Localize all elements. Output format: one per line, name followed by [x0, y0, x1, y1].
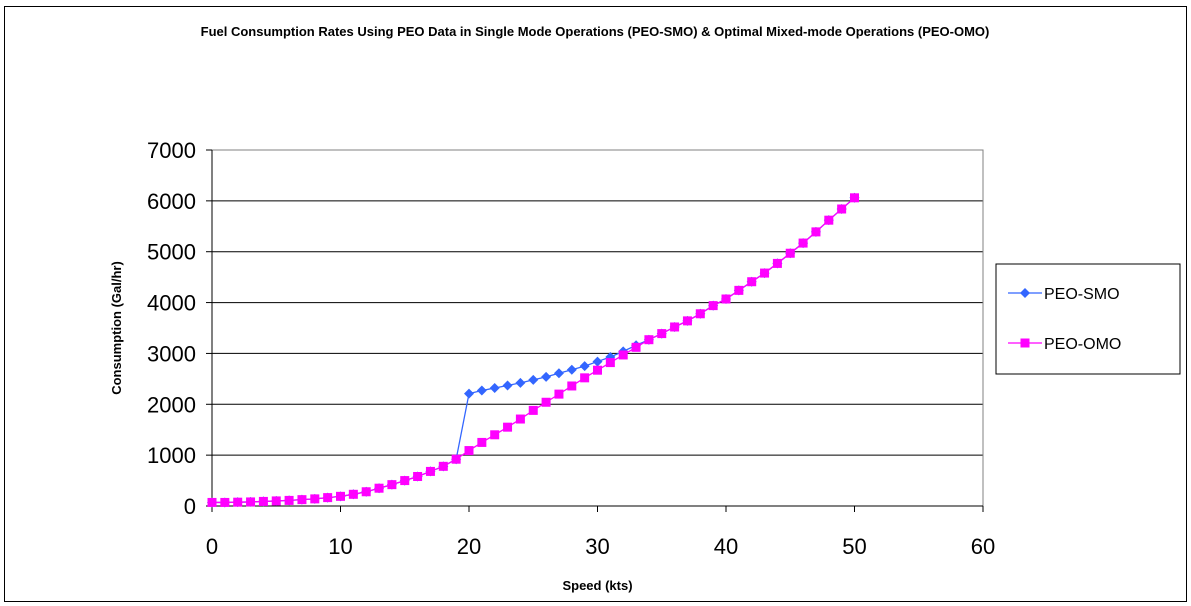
- data-point: [246, 497, 256, 507]
- data-point: [387, 480, 397, 490]
- data-point: [734, 285, 744, 295]
- data-point: [554, 389, 564, 399]
- x-tick-label: 40: [714, 534, 738, 559]
- data-point: [824, 215, 834, 225]
- x-tick-label: 60: [971, 534, 995, 559]
- data-point: [528, 405, 538, 415]
- data-point: [566, 364, 577, 375]
- x-tick-label: 30: [585, 534, 609, 559]
- y-axis-ticks: 0 1000 2000 3000 4000 5000 6000 7000: [147, 138, 212, 519]
- data-point: [670, 322, 680, 332]
- series-line: [212, 197, 855, 504]
- data-point: [400, 476, 410, 486]
- y-tick-label: 5000: [147, 240, 196, 265]
- legend-marker: [1020, 338, 1030, 348]
- series-peo-omo: [207, 193, 859, 507]
- y-tick-label: 2000: [147, 392, 196, 417]
- data-point: [490, 430, 500, 440]
- data-point: [593, 365, 602, 375]
- data-point: [503, 422, 513, 432]
- data-point: [760, 268, 770, 278]
- data-point: [220, 497, 230, 507]
- x-tick-label: 0: [206, 534, 218, 559]
- y-tick-label: 0: [184, 494, 196, 519]
- data-point: [515, 377, 526, 388]
- data-point: [323, 493, 333, 503]
- series-group: [207, 192, 860, 508]
- data-point: [695, 309, 705, 319]
- data-point: [348, 489, 358, 499]
- data-point: [592, 356, 603, 367]
- data-point: [477, 437, 487, 447]
- data-point: [336, 491, 345, 501]
- chart-title: Fuel Consumption Rates Using PEO Data in…: [200, 24, 990, 39]
- y-tick-label: 6000: [147, 189, 196, 214]
- data-point: [618, 350, 628, 360]
- data-point: [631, 342, 641, 352]
- y-tick-label: 3000: [147, 341, 196, 366]
- data-point: [297, 495, 307, 505]
- series-line: [212, 197, 855, 504]
- data-point: [605, 358, 615, 368]
- data-point: [374, 483, 384, 493]
- legend-marker: [1020, 288, 1030, 298]
- x-axis-label: Speed (kts): [562, 578, 632, 593]
- data-point: [837, 204, 847, 214]
- data-point: [361, 487, 371, 497]
- legend-label: PEO-SMO: [1044, 286, 1120, 303]
- data-point: [284, 495, 294, 505]
- data-point: [425, 466, 435, 476]
- data-point: [464, 388, 474, 399]
- data-point: [798, 238, 808, 248]
- data-point: [644, 335, 654, 345]
- y-tick-label: 4000: [147, 291, 196, 316]
- y-tick-label: 1000: [147, 443, 196, 468]
- data-point: [489, 383, 500, 394]
- legend: PEO-SMO PEO-OMO: [995, 263, 1181, 375]
- data-point: [850, 193, 859, 203]
- chart-frame: [4, 6, 1187, 602]
- data-point: [541, 371, 552, 382]
- data-point: [541, 397, 551, 407]
- data-point: [708, 301, 718, 311]
- x-tick-label: 10: [328, 534, 352, 559]
- data-point: [657, 329, 667, 339]
- data-point: [721, 294, 731, 304]
- grid-lines: [212, 149, 983, 507]
- legend-label: PEO-OMO: [1044, 336, 1121, 353]
- data-point: [811, 227, 821, 237]
- data-point: [476, 385, 487, 396]
- x-axis-ticks: 0 10 20 30 40 50 60: [206, 150, 995, 559]
- x-tick-label: 50: [842, 534, 866, 559]
- data-point: [233, 497, 243, 507]
- legend-entry: PEO-SMO: [1008, 286, 1120, 303]
- data-point: [502, 380, 513, 391]
- y-tick-label: 7000: [147, 138, 196, 163]
- y-axis-label: Consumption (Gal/hr): [109, 261, 124, 395]
- data-point: [451, 454, 461, 464]
- data-point: [579, 361, 590, 372]
- series-peo-smo: [207, 192, 860, 508]
- data-point: [464, 446, 474, 456]
- data-point: [413, 472, 423, 482]
- plot-area: [211, 149, 984, 507]
- x-tick-label: 20: [457, 534, 481, 559]
- data-point: [785, 248, 795, 258]
- data-point: [438, 461, 448, 471]
- data-point: [528, 374, 539, 385]
- data-point: [747, 277, 757, 287]
- data-point: [271, 496, 281, 506]
- data-point: [207, 497, 217, 507]
- data-point: [772, 258, 782, 268]
- data-point: [310, 494, 320, 504]
- data-point: [580, 373, 590, 383]
- data-point: [682, 316, 692, 326]
- data-point: [567, 381, 577, 391]
- legend-entry: PEO-OMO: [1008, 336, 1121, 353]
- data-point: [258, 496, 268, 506]
- legend-box: [995, 263, 1181, 375]
- data-point: [515, 414, 525, 424]
- data-point: [553, 368, 564, 379]
